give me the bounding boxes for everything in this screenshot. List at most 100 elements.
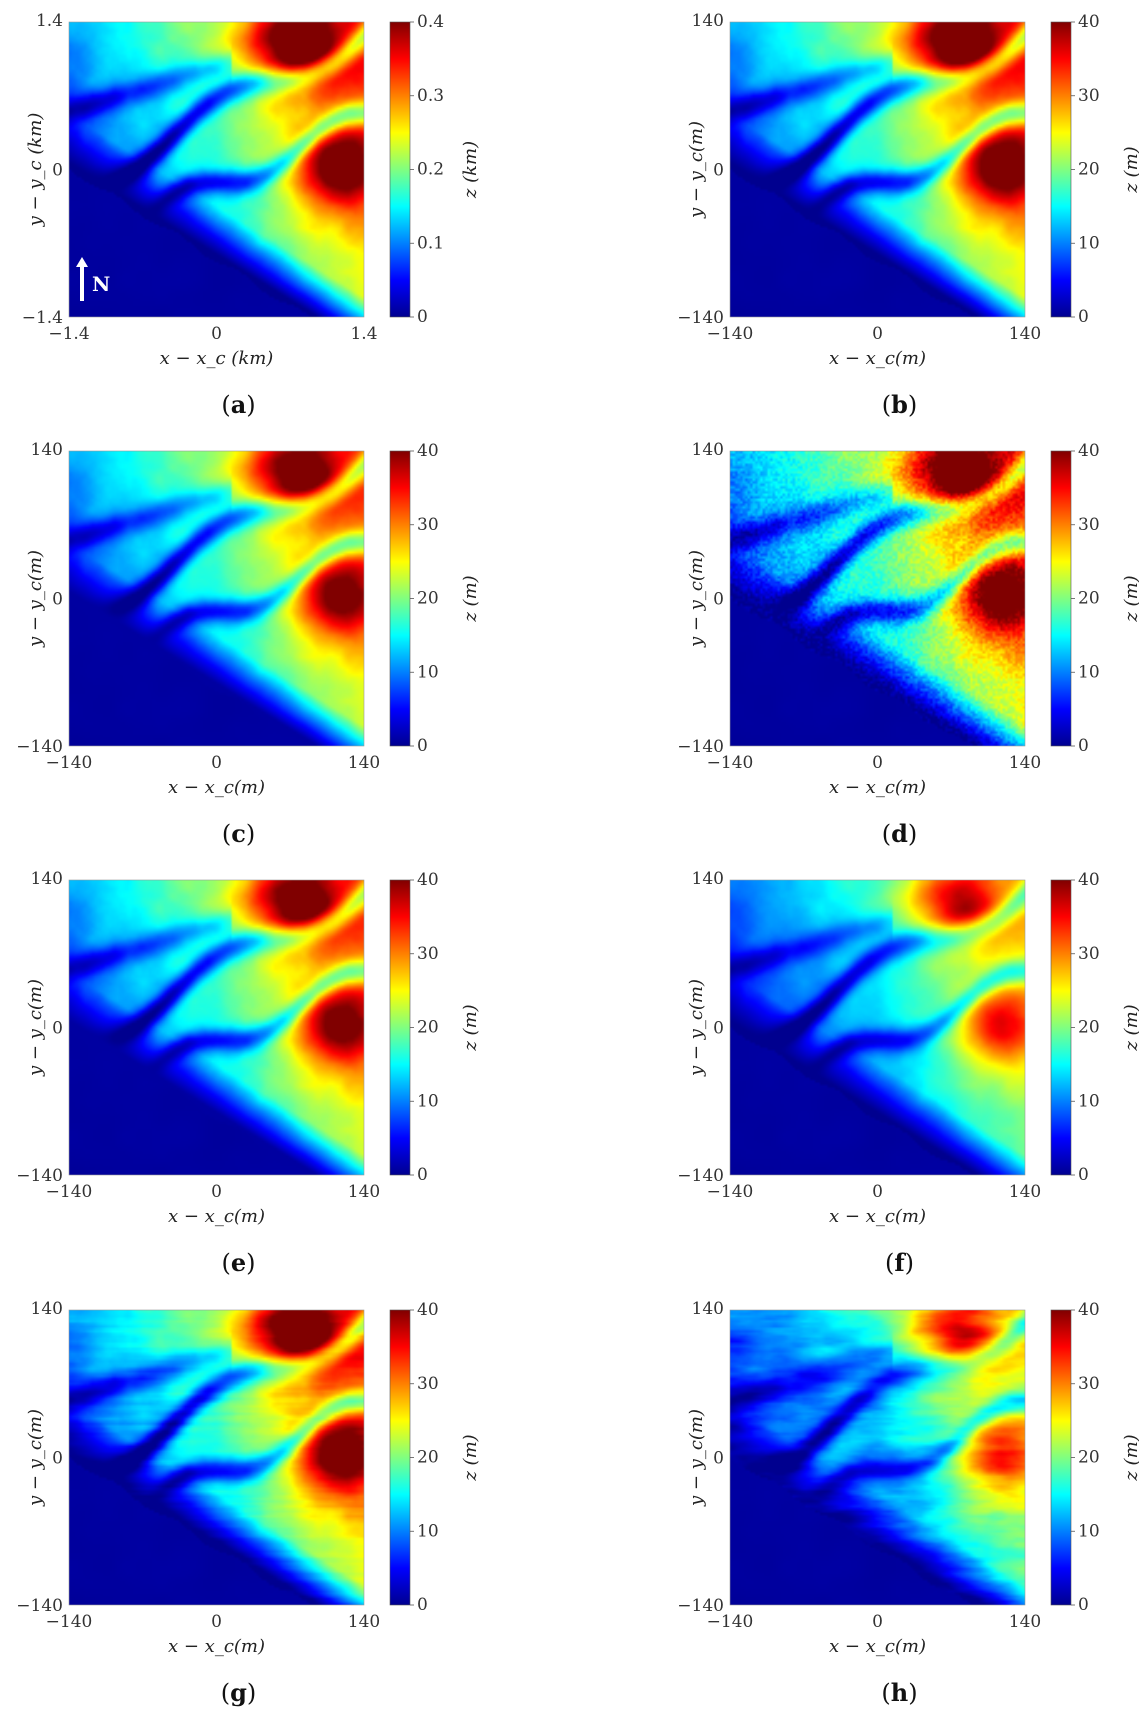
- x-tick-label: −140: [46, 1182, 93, 1202]
- colorbar-tick-label: 0: [417, 1595, 428, 1615]
- colorbar-tick-label: 40: [1078, 870, 1100, 890]
- colorbar-tick-label: 0: [1078, 736, 1089, 756]
- x-tick-label: 140: [1009, 1612, 1041, 1632]
- x-tick-label: 140: [348, 1182, 380, 1202]
- x-tick-label: −140: [46, 1612, 93, 1632]
- panel-caption: (c): [222, 819, 255, 848]
- plot-frame: [729, 879, 1026, 1176]
- x-tick-label: 0: [872, 1182, 883, 1202]
- y-tick-label: 1.4: [36, 11, 63, 31]
- colorbar-tick-label: 0.2: [417, 160, 444, 180]
- y-tick-label: 140: [31, 440, 63, 460]
- colorbar-tick-label: 30: [417, 944, 439, 964]
- x-tick-label: 140: [348, 1612, 380, 1632]
- colorbar-tick-label: 10: [417, 1521, 439, 1541]
- colorbar-tick-label: 0: [417, 736, 428, 756]
- colorbar-tick-label: 10: [1078, 1521, 1100, 1541]
- panel-caption: (f): [885, 1248, 914, 1277]
- colorbar-tick-label: 30: [1078, 86, 1100, 106]
- panel-d: 140 0 −140−140 0 140 x − x_c(m) y − y_c(m) 40 30…: [677, 440, 1139, 848]
- panel-a: 1.4 0 −1.4−1.4 0 1.4 x − x_c (km) y − y_c (km)…: [22, 11, 481, 419]
- plot-frame: [729, 1309, 1026, 1606]
- panel-g: 140 0 −140−140 0 140 x − x_c(m) y − y_c(m) 40 30…: [16, 1299, 481, 1707]
- colorbar: [1050, 21, 1072, 318]
- y-axis-label: y − y_c(m): [686, 979, 707, 1077]
- colorbar: [1050, 879, 1072, 1176]
- colorbar-tick-label: 30: [1078, 515, 1100, 535]
- colorbar-label: z (m): [460, 575, 481, 622]
- y-tick-label: −140: [677, 737, 724, 757]
- colorbar: [389, 1309, 411, 1606]
- x-tick-label: −140: [46, 753, 93, 773]
- y-tick-label: 0: [713, 590, 724, 610]
- y-tick-label: −140: [16, 1166, 63, 1186]
- x-tick-label: −140: [707, 1182, 754, 1202]
- colorbar-tick-label: 0.3: [417, 86, 444, 106]
- heatmap-e: [69, 880, 364, 1175]
- x-tick-label: 140: [348, 753, 380, 773]
- panel-caption: (b): [882, 390, 918, 419]
- plot-frame: [68, 21, 365, 318]
- colorbar-tick-label: 0.4: [417, 12, 444, 32]
- panel-c: 140 0 −140−140 0 140 x − x_c(m) y − y_c(m) 40 30…: [16, 440, 481, 848]
- x-axis-label: x − x_c(m): [168, 1636, 265, 1657]
- x-axis-label: x − x_c(m): [829, 1636, 926, 1657]
- colorbar-tick-label: 40: [1078, 1300, 1100, 1320]
- y-tick-label: 140: [692, 1299, 724, 1319]
- panel-caption: (d): [882, 819, 918, 848]
- panel-caption: (h): [881, 1678, 917, 1707]
- colorbar-tick-label: 10: [417, 662, 439, 682]
- x-tick-label: 0: [211, 753, 222, 773]
- colorbar: [389, 450, 411, 747]
- plot-frame: [68, 879, 365, 1176]
- y-tick-label: −140: [677, 308, 724, 328]
- colorbar-tick-label: 30: [1078, 944, 1100, 964]
- y-tick-label: 0: [52, 1019, 63, 1039]
- colorbar-tick-label: 20: [1078, 1018, 1100, 1038]
- colorbar-tick-label: 0: [417, 1165, 428, 1185]
- y-axis-label: y − y_c(m): [25, 550, 46, 648]
- colorbar-tick-label: 0: [1078, 1165, 1089, 1185]
- y-tick-label: −140: [16, 737, 63, 757]
- panel-b: 140 0 −140−140 0 140 x − x_c(m) y − y_c(m) 40 30…: [677, 11, 1139, 419]
- x-tick-label: −140: [707, 1612, 754, 1632]
- y-axis-label: y − y_c(m): [686, 1409, 707, 1507]
- colorbar: [389, 879, 411, 1176]
- y-tick-label: 140: [692, 11, 724, 31]
- panel-h: 140 0 −140−140 0 140 x − x_c(m) y − y_c(m) 40 30…: [677, 1299, 1139, 1707]
- colorbar-tick-label: 40: [1078, 12, 1100, 32]
- colorbar-tick-label: 30: [417, 515, 439, 535]
- colorbar-tick-label: 30: [1078, 1374, 1100, 1394]
- colorbar-tick-label: 40: [417, 870, 439, 890]
- colorbar-label: z (m): [1121, 1434, 1139, 1481]
- colorbar-tick-label: 20: [417, 1018, 439, 1038]
- y-tick-label: 140: [31, 869, 63, 889]
- colorbar-tick-label: 10: [1078, 662, 1100, 682]
- colorbar-tick-label: 20: [1078, 1448, 1100, 1468]
- colorbar-label: z (m): [1121, 575, 1139, 622]
- y-axis-label: y − y_c(m): [25, 1409, 46, 1507]
- x-axis-label: x − x_c(m): [829, 777, 926, 798]
- heatmap-c: [69, 451, 364, 746]
- panel-e: 140 0 −140−140 0 140 x − x_c(m) y − y_c(m) 40 30…: [16, 869, 481, 1277]
- panel-caption: (g): [221, 1678, 257, 1707]
- panel-caption: (e): [221, 1248, 255, 1277]
- colorbar-tick-label: 0: [417, 307, 428, 327]
- colorbar: [1050, 450, 1072, 747]
- x-axis-label: x − x_c (km): [160, 348, 274, 369]
- colorbar-tick-label: 20: [417, 1448, 439, 1468]
- x-tick-label: 140: [1009, 753, 1041, 773]
- north-arrowhead-icon: [76, 257, 88, 267]
- colorbar-tick-label: 0: [1078, 1595, 1089, 1615]
- colorbar-tick-label: 10: [417, 1091, 439, 1111]
- colorbar-label: z (m): [1121, 146, 1139, 193]
- y-tick-label: 140: [692, 440, 724, 460]
- x-tick-label: −1.4: [48, 324, 89, 344]
- colorbar-tick-label: 0: [1078, 307, 1089, 327]
- plot-frame: [729, 21, 1026, 318]
- colorbar-tick-label: 0.1: [417, 233, 444, 253]
- x-tick-label: −140: [707, 324, 754, 344]
- colorbar-tick-label: 20: [417, 589, 439, 609]
- heatmap-d: [730, 451, 1025, 746]
